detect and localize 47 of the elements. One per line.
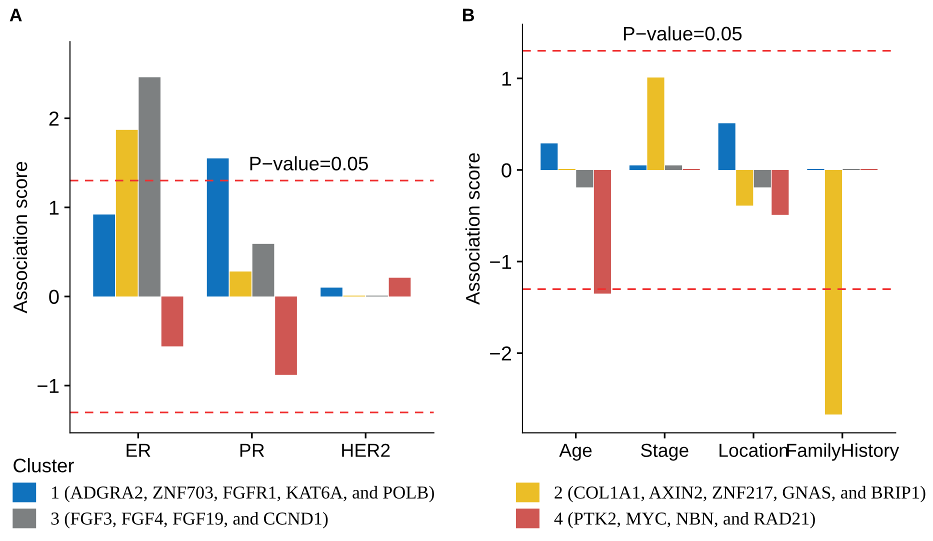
y-axis-title: Association score (12, 162, 28, 314)
legend-label: 2 (COL1A1, AXIN2, ZNF217, GNAS, and BRIP1) (554, 486, 926, 502)
bar (665, 165, 682, 170)
y-tick-label: 1 (502, 72, 512, 86)
legend-title: Cluster (14, 458, 74, 472)
y-tick-label: −2 (490, 346, 512, 360)
bar (206, 158, 229, 296)
annotation: P−value=0.05 (250, 156, 368, 170)
bar (93, 214, 116, 296)
bar (540, 143, 558, 170)
bar (736, 170, 754, 206)
bar (772, 170, 789, 215)
y-axis-title: Association score (465, 153, 480, 305)
bar (824, 170, 842, 414)
x-tick-label: Age (559, 444, 592, 461)
bar (320, 288, 342, 296)
bar (138, 77, 160, 296)
text: A (10, 8, 22, 22)
y-tick-label: −1 (490, 254, 512, 269)
x-tick-label: Location (720, 443, 788, 457)
x-tick-label: Stage (641, 444, 688, 461)
bar (116, 130, 138, 296)
bar (161, 296, 184, 346)
bar (230, 272, 252, 296)
bar (754, 170, 771, 188)
legend-label: 4 (PTK2, MYC, NBN, and RAD21) (554, 512, 815, 528)
bar (252, 244, 274, 296)
bar (629, 165, 647, 170)
x-tick-label: FamilyHistory (787, 443, 900, 461)
y-tick-label: 1 (50, 200, 59, 215)
legend-label: 1 (ADGRA2, ZNF703, FGFR1, KAT6A, and POLB) (52, 486, 434, 502)
text: B (463, 8, 474, 22)
bar (388, 278, 411, 296)
bar (275, 296, 297, 375)
x-tick-label: PR (240, 444, 264, 457)
y-tick-label: −1 (38, 379, 59, 393)
y-tick-label: 0 (502, 163, 512, 178)
bar (594, 170, 611, 294)
bar (576, 170, 594, 188)
x-tick-label: HER2 (342, 444, 390, 457)
y-tick-label: 0 (49, 290, 59, 304)
legend-label: 3 (FGF3, FGF4, FGF19, and CCND1) (51, 512, 328, 528)
annotation: P−value=0.05 (624, 26, 742, 41)
bar (718, 123, 736, 170)
x-tick-label: ER (126, 444, 150, 457)
bar (647, 77, 664, 170)
y-tick-label: 2 (49, 112, 59, 126)
